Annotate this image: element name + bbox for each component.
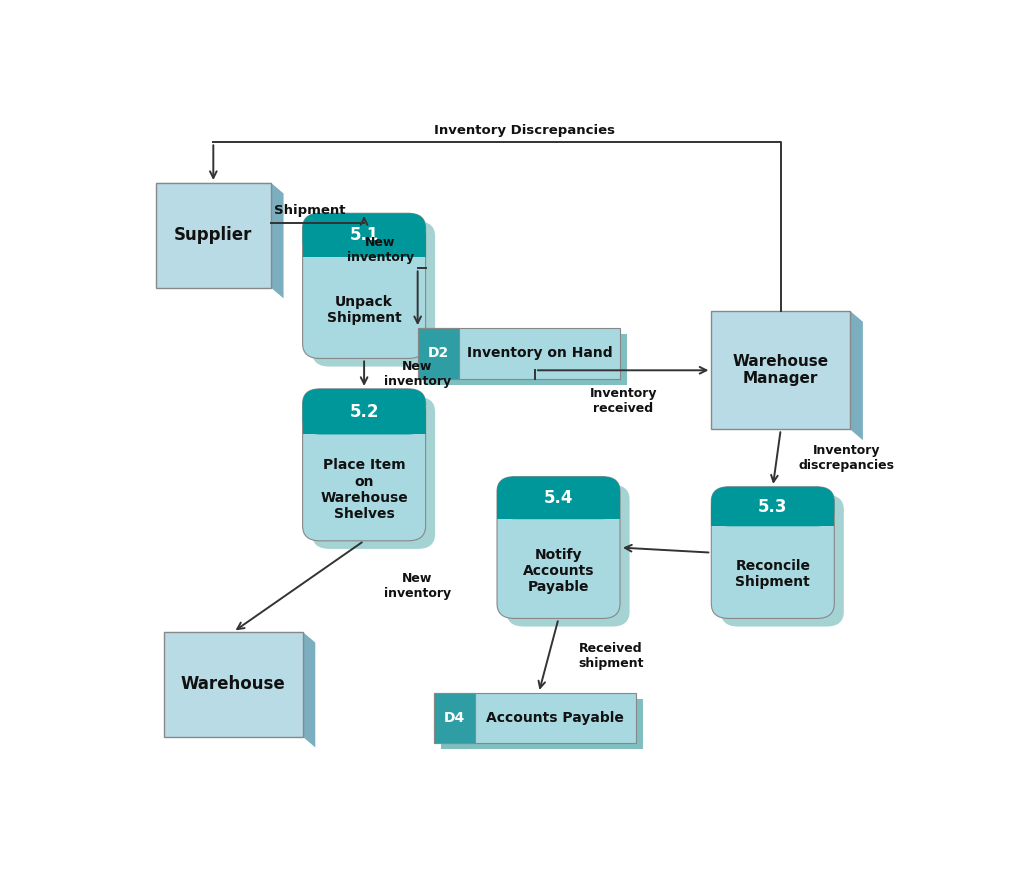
FancyBboxPatch shape xyxy=(507,485,630,626)
FancyBboxPatch shape xyxy=(712,487,835,618)
Bar xyxy=(497,496,621,519)
Text: Warehouse: Warehouse xyxy=(181,675,286,694)
Bar xyxy=(433,693,475,744)
FancyBboxPatch shape xyxy=(312,397,435,549)
Text: D2: D2 xyxy=(428,346,449,360)
Text: Warehouse
Manager: Warehouse Manager xyxy=(733,354,828,387)
Bar xyxy=(418,328,621,379)
FancyBboxPatch shape xyxy=(721,495,844,626)
Text: 5.3: 5.3 xyxy=(758,497,787,516)
FancyBboxPatch shape xyxy=(303,389,426,434)
Bar xyxy=(303,410,426,434)
Text: New
inventory: New inventory xyxy=(384,360,451,388)
Text: Reconcile
Shipment: Reconcile Shipment xyxy=(735,560,810,589)
Text: Shipment: Shipment xyxy=(273,204,345,217)
Polygon shape xyxy=(712,311,863,322)
Polygon shape xyxy=(164,632,315,643)
Bar xyxy=(440,699,643,750)
Text: Received
shipment: Received shipment xyxy=(579,642,644,670)
Text: D4: D4 xyxy=(443,711,465,725)
Text: Accounts Payable: Accounts Payable xyxy=(486,711,625,725)
Text: Unpack
Shipment: Unpack Shipment xyxy=(327,295,401,324)
Text: Inventory Discrepancies: Inventory Discrepancies xyxy=(434,124,615,137)
FancyBboxPatch shape xyxy=(497,477,620,519)
FancyBboxPatch shape xyxy=(303,213,426,257)
FancyBboxPatch shape xyxy=(303,389,426,541)
Polygon shape xyxy=(270,183,284,298)
Text: Inventory
received: Inventory received xyxy=(590,387,657,415)
Text: New
inventory: New inventory xyxy=(346,236,414,264)
Bar xyxy=(433,693,636,744)
FancyBboxPatch shape xyxy=(312,221,435,367)
FancyBboxPatch shape xyxy=(497,477,620,618)
Text: Inventory on Hand: Inventory on Hand xyxy=(467,346,612,360)
Polygon shape xyxy=(156,183,284,194)
Text: Notify
Accounts
Payable: Notify Accounts Payable xyxy=(523,547,594,594)
FancyBboxPatch shape xyxy=(712,487,835,526)
Text: 5.1: 5.1 xyxy=(349,226,379,244)
Bar xyxy=(712,504,835,526)
Bar xyxy=(425,334,627,385)
Text: Supplier: Supplier xyxy=(174,226,253,244)
Bar xyxy=(418,328,459,379)
Polygon shape xyxy=(303,632,315,747)
Polygon shape xyxy=(850,311,863,440)
Bar xyxy=(164,632,303,737)
Bar xyxy=(303,233,426,257)
Bar xyxy=(156,183,270,288)
Bar xyxy=(712,311,850,430)
FancyBboxPatch shape xyxy=(303,213,426,359)
Text: Inventory
discrepancies: Inventory discrepancies xyxy=(798,444,894,472)
Text: 5.4: 5.4 xyxy=(544,488,573,507)
Text: 5.2: 5.2 xyxy=(349,403,379,421)
Text: Place Item
on
Warehouse
Shelves: Place Item on Warehouse Shelves xyxy=(321,459,408,521)
Text: New
inventory: New inventory xyxy=(384,573,451,601)
